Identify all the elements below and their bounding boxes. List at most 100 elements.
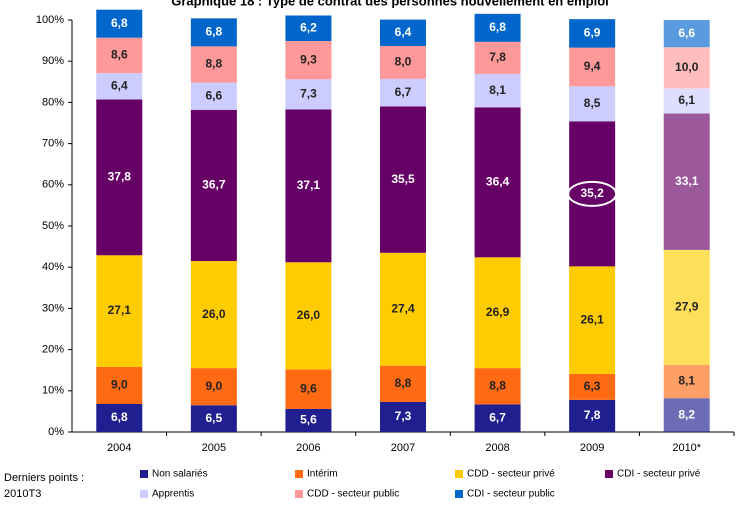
- chart-title: Graphique 18 : Type de contrat des perso…: [171, 0, 609, 8]
- bar-segment: [474, 13, 521, 42]
- legend-label: Non salariés: [152, 469, 208, 480]
- bar-segment: [474, 257, 521, 369]
- x-tick-label: 2010*: [672, 442, 701, 454]
- bar-segment: [663, 47, 710, 89]
- value-label: 8,8: [489, 378, 506, 392]
- bar-segment: [663, 249, 710, 365]
- bar-segment: [96, 99, 143, 256]
- value-label: 9,3: [300, 52, 317, 66]
- y-tick-label: 90%: [42, 55, 64, 67]
- bar-segment: [380, 401, 426, 432]
- bar-segment: [380, 365, 426, 402]
- value-label: 6,9: [584, 26, 601, 40]
- legend-swatch: [140, 490, 148, 498]
- x-tick-label: 2004: [107, 442, 131, 454]
- footnote: Derniers points :: [4, 472, 84, 484]
- bar-segment: [190, 82, 237, 110]
- value-label: 9,0: [206, 379, 223, 393]
- bar-segment: [96, 366, 143, 404]
- value-label: 6,7: [395, 85, 412, 99]
- bar-segment: [285, 79, 332, 110]
- value-label: 27,9: [675, 300, 699, 314]
- highlight-circle: [567, 180, 618, 207]
- bar-segment: [190, 18, 237, 47]
- legend-label: CDD - secteur privé: [467, 469, 555, 480]
- value-label: 26,1: [580, 312, 604, 326]
- value-label: 6,6: [678, 26, 695, 40]
- x-tick-label: 2009: [580, 442, 604, 454]
- value-label: 9,0: [111, 378, 128, 392]
- bar-segment: [380, 45, 426, 79]
- bar-segment: [96, 73, 143, 100]
- legend-swatch: [605, 470, 613, 478]
- bar-segment: [569, 86, 616, 122]
- value-label: 35,5: [391, 172, 415, 186]
- bar-segment: [569, 47, 616, 87]
- bar-segment: [190, 109, 237, 262]
- bar-segment: [569, 266, 616, 374]
- bar-segment: [380, 252, 426, 366]
- value-label: 10,0: [675, 60, 699, 74]
- value-label: 37,8: [108, 170, 132, 184]
- bar-segment: [380, 106, 426, 253]
- value-label: 26,0: [297, 308, 321, 322]
- value-label: 8,8: [395, 376, 412, 390]
- value-label: 6,5: [206, 411, 223, 425]
- value-label: 27,1: [108, 303, 132, 317]
- value-label: 8,8: [206, 57, 223, 71]
- value-label: 6,6: [206, 88, 223, 102]
- y-tick-label: 40%: [42, 261, 64, 273]
- y-tick-label: 30%: [42, 302, 64, 314]
- legend-label: Intérim: [307, 469, 338, 480]
- value-label: 9,4: [584, 59, 601, 73]
- value-label: 33,1: [675, 174, 699, 188]
- legend-swatch: [295, 470, 303, 478]
- bar-segment: [190, 46, 237, 83]
- value-label: 35,2: [580, 186, 604, 200]
- value-label: 8,2: [678, 407, 695, 421]
- value-label: 6,8: [111, 16, 128, 30]
- value-label: 6,4: [395, 25, 412, 39]
- x-tick-label: 2008: [485, 442, 509, 454]
- value-label: 27,4: [391, 301, 415, 315]
- bar-segment: [569, 19, 616, 48]
- bar-segment: [474, 41, 521, 74]
- legend-label: Apprentis: [152, 489, 194, 500]
- y-tick-label: 10%: [42, 385, 64, 397]
- y-tick-label: 20%: [42, 344, 64, 356]
- value-label: 8,6: [111, 48, 128, 62]
- bar-segment: [380, 78, 426, 107]
- value-label: 6,7: [489, 410, 506, 424]
- bar-segment: [190, 405, 237, 432]
- bar-segment: [569, 121, 616, 267]
- legend-swatch: [455, 470, 463, 478]
- value-label: 37,1: [297, 178, 321, 192]
- y-tick-label: 60%: [42, 179, 64, 191]
- value-label: 9,6: [300, 381, 317, 395]
- bar-segment: [285, 15, 332, 42]
- legend-label: CDI - secteur privé: [617, 469, 701, 480]
- y-tick-label: 100%: [36, 14, 64, 26]
- value-label: 6,2: [300, 20, 317, 34]
- bar-segment: [474, 73, 521, 108]
- bar-segment: [190, 368, 237, 406]
- value-label: 8,5: [584, 96, 601, 110]
- bar-segment: [474, 107, 521, 258]
- y-tick-label: 50%: [42, 220, 64, 232]
- bar-segment: [285, 369, 332, 409]
- legend-swatch: [295, 490, 303, 498]
- value-label: 7,8: [489, 50, 506, 64]
- bar-segment: [190, 261, 237, 369]
- bar-segment: [285, 262, 332, 370]
- bar-segment: [285, 408, 332, 432]
- bar-segment: [663, 113, 710, 250]
- legend-label: CDD - secteur public: [307, 489, 399, 500]
- footnote: 2010T3: [4, 488, 41, 500]
- legend-label: CDI - secteur public: [467, 489, 555, 500]
- bar-segment: [663, 88, 710, 114]
- value-label: 7,8: [584, 408, 601, 422]
- value-label: 26,9: [486, 305, 510, 319]
- value-label: 6,8: [489, 20, 506, 34]
- value-label: 7,3: [300, 87, 317, 101]
